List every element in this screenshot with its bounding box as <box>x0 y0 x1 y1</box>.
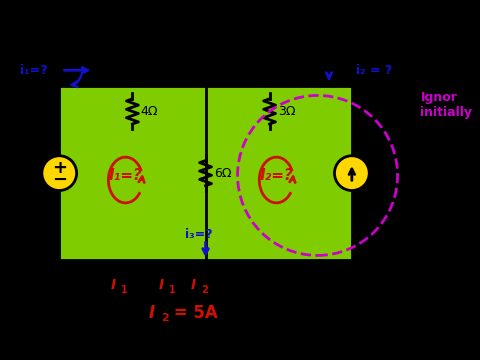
Circle shape <box>335 156 369 190</box>
Text: 1: 1 <box>169 285 176 295</box>
Text: +: + <box>52 159 67 177</box>
Text: 6Ω: 6Ω <box>214 167 231 180</box>
Text: 4Ω: 4Ω <box>141 105 158 118</box>
Text: Mesh Analysis w/ Voltage & Current Source: Ex 1: Mesh Analysis w/ Voltage & Current Sourc… <box>55 32 420 45</box>
Text: I₁=?: I₁=? <box>108 168 143 183</box>
Text: I: I <box>191 278 196 292</box>
Text: i₁=?: i₁=? <box>20 64 48 77</box>
Text: = 5A: = 5A <box>168 303 218 321</box>
Circle shape <box>42 156 77 190</box>
Text: -: - <box>175 278 191 292</box>
Text: i₂ = ?: i₂ = ? <box>357 64 393 77</box>
Text: 10 - 4: 10 - 4 <box>46 278 90 292</box>
Text: ) = 0: ) = 0 <box>207 278 244 292</box>
Text: 2: 2 <box>201 285 208 295</box>
Text: 1: 1 <box>120 285 127 295</box>
Text: I₂=?: I₂=? <box>260 168 293 183</box>
Text: I: I <box>159 278 164 292</box>
Text: i₃=?: i₃=? <box>185 228 213 241</box>
Text: - 6(: - 6( <box>127 278 158 292</box>
Text: Ignor
initially: Ignor initially <box>420 91 472 118</box>
Text: I: I <box>148 303 155 321</box>
Text: I: I <box>110 278 116 292</box>
Text: 10V: 10V <box>3 167 32 180</box>
Bar <box>59 86 352 260</box>
Text: 3Ω: 3Ω <box>278 105 295 118</box>
Text: −: − <box>52 171 67 189</box>
Text: 2: 2 <box>161 313 168 323</box>
Text: 5A: 5A <box>377 167 396 180</box>
